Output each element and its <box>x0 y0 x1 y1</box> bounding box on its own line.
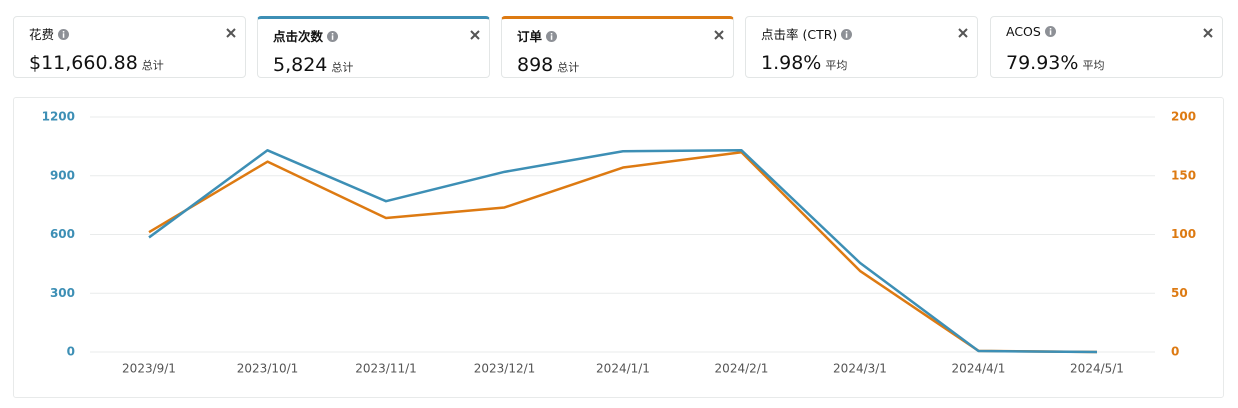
info-bar <box>62 33 65 38</box>
card-value-text: 5,824 <box>273 54 328 76</box>
y-tick-label: 1200 <box>42 110 75 124</box>
y2-tick-label: 200 <box>1171 110 1196 124</box>
card-label-text: 订单 <box>517 29 543 44</box>
close-x <box>226 28 236 38</box>
card-value-text: 898 <box>517 54 554 76</box>
x-tick-label: 2024/5/1 <box>1070 362 1124 376</box>
x-tick-label: 2023/10/1 <box>237 362 299 376</box>
y2-tick-label: 150 <box>1171 168 1196 182</box>
card-value: 1.98% 平均 <box>761 52 847 74</box>
card-label-text: ACOS <box>1006 24 1041 39</box>
card-value-text: 1.98% <box>761 52 822 74</box>
x-tick-label: 2024/4/1 <box>952 362 1006 376</box>
series-line <box>148 149 1098 354</box>
y2-tick-label: 100 <box>1171 227 1196 241</box>
y-tick-label: 600 <box>50 227 75 241</box>
info-dot <box>846 31 848 33</box>
metric-card[interactable]: 订单 898 总计 <box>501 16 734 78</box>
x-tick-label: 2023/12/1 <box>474 362 536 376</box>
card-label: ACOS <box>1006 24 1056 39</box>
close-x <box>470 30 480 40</box>
card-label: 花费 <box>29 24 70 43</box>
close-x <box>714 30 724 40</box>
info-bar <box>846 33 848 38</box>
close-button[interactable] <box>958 28 968 38</box>
info-icon <box>327 31 339 42</box>
close-button[interactable] <box>1203 28 1213 38</box>
info-icon <box>841 29 853 40</box>
info-icon <box>1044 26 1056 37</box>
info-bar <box>1049 30 1052 35</box>
close-x <box>958 28 968 38</box>
x-tick-label: 2023/11/1 <box>355 362 417 376</box>
y2-tick-label: 50 <box>1171 286 1188 300</box>
info-dot <box>62 31 65 33</box>
card-value: $11,660.88 总计 <box>29 52 164 74</box>
card-unit: 平均 <box>825 59 848 72</box>
card-value: 898 总计 <box>517 54 579 76</box>
close-x <box>1203 28 1213 38</box>
close-button[interactable] <box>226 28 236 38</box>
x-tick-label: 2023/9/1 <box>122 362 176 376</box>
y-tick-label: 900 <box>50 168 75 182</box>
info-bar <box>550 35 553 40</box>
close-button[interactable] <box>470 30 480 40</box>
info-dot <box>1049 28 1052 30</box>
series-line <box>148 151 1098 354</box>
card-unit: 总计 <box>557 61 580 74</box>
y-tick-label: 300 <box>50 286 75 300</box>
info-icon <box>58 29 70 40</box>
card-label: 点击率 (CTR) <box>761 24 853 43</box>
card-value-text: $11,660.88 <box>29 52 138 74</box>
close-button[interactable] <box>714 30 724 40</box>
x-tick-label: 2024/2/1 <box>715 362 769 376</box>
card-label: 订单 <box>517 26 558 45</box>
card-unit: 总计 <box>141 59 164 72</box>
card-label: 点击次数 <box>273 26 339 45</box>
x-tick-label: 2024/1/1 <box>596 362 650 376</box>
card-label-text: 花费 <box>29 27 55 42</box>
metric-card[interactable]: 点击次数 5,824 总计 <box>257 16 490 78</box>
info-dot <box>550 33 553 35</box>
card-unit: 总计 <box>331 61 354 74</box>
info-bar <box>331 35 334 40</box>
metric-card[interactable]: 点击率 (CTR) 1.98% 平均 <box>745 16 978 78</box>
card-label-text: 点击率 (CTR) <box>761 27 838 42</box>
card-unit: 平均 <box>1082 59 1105 72</box>
card-value: 79.93% 平均 <box>1006 52 1104 74</box>
x-tick-label: 2024/3/1 <box>833 362 887 376</box>
y2-tick-label: 0 <box>1171 345 1179 359</box>
metric-card[interactable]: 花费 $11,660.88 总计 <box>13 16 246 78</box>
card-label-text: 点击次数 <box>273 29 324 44</box>
chart-panel <box>13 97 1224 398</box>
y-tick-label: 0 <box>67 345 75 359</box>
card-value: 5,824 总计 <box>273 54 353 76</box>
info-dot <box>331 33 334 35</box>
metric-card[interactable]: ACOS 79.93% 平均 <box>990 16 1223 78</box>
info-icon <box>546 31 558 42</box>
card-value-text: 79.93% <box>1006 52 1079 74</box>
